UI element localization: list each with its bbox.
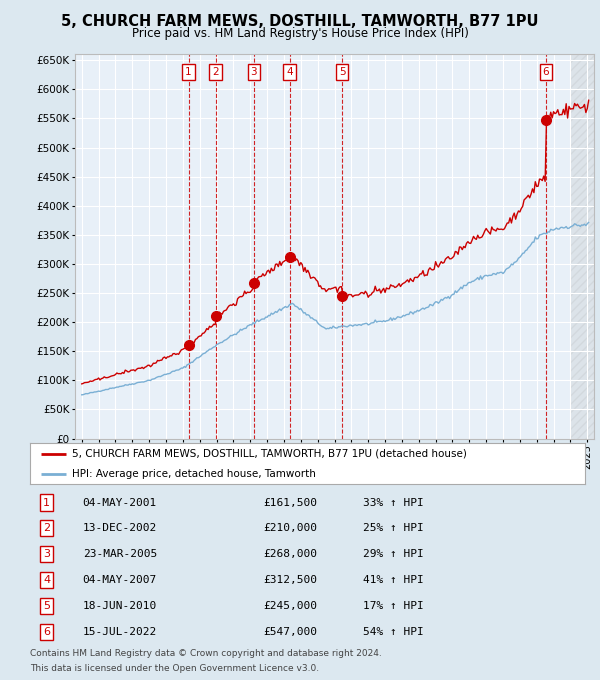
Text: £210,000: £210,000 bbox=[263, 524, 317, 533]
Text: 4: 4 bbox=[43, 575, 50, 585]
Text: 6: 6 bbox=[43, 627, 50, 636]
Text: 4: 4 bbox=[286, 67, 293, 77]
Text: Contains HM Land Registry data © Crown copyright and database right 2024.: Contains HM Land Registry data © Crown c… bbox=[30, 649, 382, 658]
Text: £547,000: £547,000 bbox=[263, 627, 317, 636]
Text: £245,000: £245,000 bbox=[263, 601, 317, 611]
Text: 13-DEC-2002: 13-DEC-2002 bbox=[83, 524, 157, 533]
Text: 1: 1 bbox=[185, 67, 192, 77]
Text: HPI: Average price, detached house, Tamworth: HPI: Average price, detached house, Tamw… bbox=[71, 469, 316, 479]
Text: £312,500: £312,500 bbox=[263, 575, 317, 585]
Text: 33% ↑ HPI: 33% ↑ HPI bbox=[363, 498, 424, 507]
Text: 5: 5 bbox=[339, 67, 346, 77]
Text: 3: 3 bbox=[251, 67, 257, 77]
Text: 18-JUN-2010: 18-JUN-2010 bbox=[83, 601, 157, 611]
Text: 5: 5 bbox=[43, 601, 50, 611]
Text: 29% ↑ HPI: 29% ↑ HPI bbox=[363, 549, 424, 559]
Text: 15-JUL-2022: 15-JUL-2022 bbox=[83, 627, 157, 636]
Text: 3: 3 bbox=[43, 549, 50, 559]
Text: 5, CHURCH FARM MEWS, DOSTHILL, TAMWORTH, B77 1PU (detached house): 5, CHURCH FARM MEWS, DOSTHILL, TAMWORTH,… bbox=[71, 449, 467, 458]
Text: 1: 1 bbox=[43, 498, 50, 507]
Text: 2: 2 bbox=[43, 524, 50, 533]
Text: 2: 2 bbox=[212, 67, 219, 77]
Text: Price paid vs. HM Land Registry's House Price Index (HPI): Price paid vs. HM Land Registry's House … bbox=[131, 27, 469, 40]
Text: £268,000: £268,000 bbox=[263, 549, 317, 559]
Text: 04-MAY-2001: 04-MAY-2001 bbox=[83, 498, 157, 507]
Text: 23-MAR-2005: 23-MAR-2005 bbox=[83, 549, 157, 559]
Text: 04-MAY-2007: 04-MAY-2007 bbox=[83, 575, 157, 585]
Text: 17% ↑ HPI: 17% ↑ HPI bbox=[363, 601, 424, 611]
Text: 5, CHURCH FARM MEWS, DOSTHILL, TAMWORTH, B77 1PU: 5, CHURCH FARM MEWS, DOSTHILL, TAMWORTH,… bbox=[61, 14, 539, 29]
Text: 6: 6 bbox=[542, 67, 549, 77]
Text: 25% ↑ HPI: 25% ↑ HPI bbox=[363, 524, 424, 533]
Text: 41% ↑ HPI: 41% ↑ HPI bbox=[363, 575, 424, 585]
Text: 54% ↑ HPI: 54% ↑ HPI bbox=[363, 627, 424, 636]
Text: This data is licensed under the Open Government Licence v3.0.: This data is licensed under the Open Gov… bbox=[30, 664, 319, 673]
Text: £161,500: £161,500 bbox=[263, 498, 317, 507]
